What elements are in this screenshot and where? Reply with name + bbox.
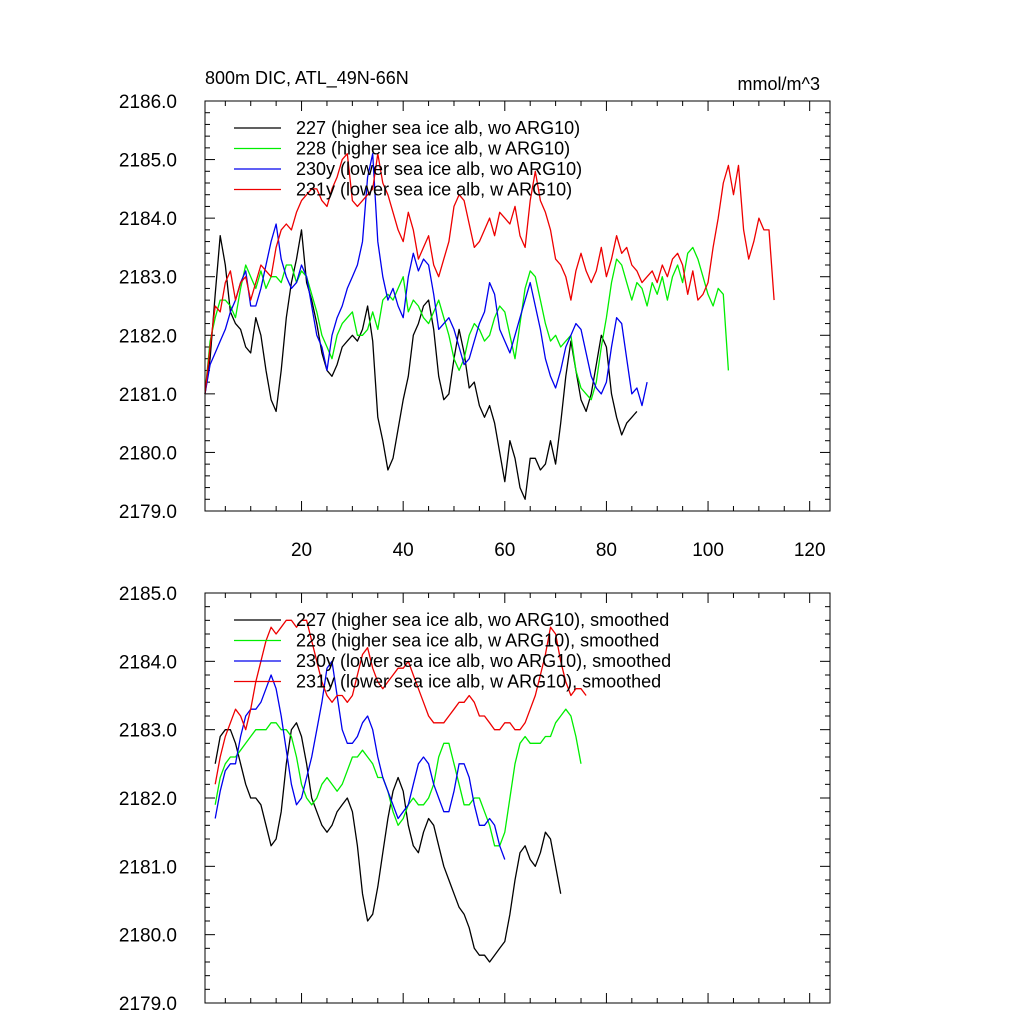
top-legend: 227 (higher sea ice alb, wo ARG10)228 (h…: [234, 118, 582, 200]
series-line-4: [214, 619, 587, 785]
series-line-3: [204, 153, 648, 407]
x-tick-label: 100: [692, 540, 724, 561]
top-chart-title: 800m DIC, ATL_49N-66N: [205, 68, 409, 89]
y-tick-label: 2185.0: [119, 584, 177, 605]
x-tick-label: 80: [596, 540, 617, 561]
x-tick-label: 40: [393, 540, 414, 561]
legend-label: 230y (lower sea ice alb, wo ARG10), smoo…: [296, 651, 671, 671]
y-tick-label: 2180.0: [119, 926, 177, 947]
x-tick-label: 60: [494, 540, 515, 561]
y-tick-label: 2183.0: [119, 268, 177, 289]
legend-label: 230y (lower sea ice alb, wo ARG10): [296, 159, 582, 179]
x-tick-label: 20: [291, 540, 312, 561]
top-plot-marks: 2179.0 2180.0 2181.0 2182.0 2183.0 2184.0 2185…: [119, 92, 830, 561]
top-chart-units: mmol/m^3: [738, 74, 820, 94]
legend-label: 231y (lower sea ice alb, w ARG10): [296, 180, 572, 200]
y-tick-label: 2184.0: [119, 652, 177, 673]
legend-label: 228 (higher sea ice alb, w ARG10): [296, 139, 570, 159]
top-plot-frame: [204, 100, 831, 512]
series-line-2: [214, 708, 582, 847]
legend-label: 228 (higher sea ice alb, w ARG10), smoot…: [296, 631, 659, 651]
y-tick-label: 2182.0: [119, 326, 177, 347]
x-tick-label: 120: [794, 540, 826, 561]
bottom-plot-marks: 2179.0 2180.0 2181.0 2182.0 2183.0 2184.0 2185…: [119, 584, 830, 1015]
series-line-1: [214, 722, 562, 963]
y-tick-label: 2186.0: [119, 92, 177, 113]
y-tick-label: 2185.0: [119, 151, 177, 172]
y-tick-label: 2181.0: [119, 385, 177, 406]
y-tick-label: 2179.0: [119, 994, 177, 1015]
series-line-4: [204, 153, 775, 394]
y-tick-label: 2180.0: [119, 443, 177, 464]
legend-label: 227 (higher sea ice alb, wo ARG10): [296, 118, 580, 138]
series-line-1: [204, 229, 638, 500]
bottom-plot-frame: [204, 592, 831, 1004]
bottom-legend: 227 (higher sea ice alb, wo ARG10), smoo…: [234, 610, 671, 692]
y-tick-label: 2179.0: [119, 502, 177, 523]
legend-label: 231y (lower sea ice alb, w ARG10), smoot…: [296, 672, 661, 692]
series-line-2: [204, 246, 730, 401]
y-tick-label: 2181.0: [119, 857, 177, 878]
y-tick-label: 2182.0: [119, 789, 177, 810]
top-panel: 800m DIC, ATL_49N-66N mmol/m^3 2179.0 218…: [119, 68, 831, 561]
bottom-panel: 2179.0 2180.0 2181.0 2182.0 2183.0 2184.0 2185…: [119, 584, 831, 1015]
legend-label: 227 (higher sea ice alb, wo ARG10), smoo…: [296, 610, 669, 630]
y-tick-label: 2183.0: [119, 721, 177, 742]
y-tick-label: 2184.0: [119, 209, 177, 230]
series-line-3: [214, 660, 506, 860]
